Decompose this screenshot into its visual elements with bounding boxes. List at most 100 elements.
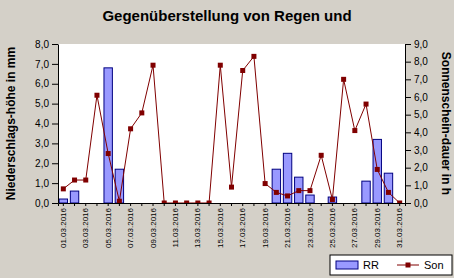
tick-label: 29.03.2016 [373, 207, 382, 248]
axis-line [59, 204, 406, 207]
marker [207, 201, 212, 204]
tick: 0,0 [405, 198, 428, 209]
tick-mark [265, 203, 266, 206]
tick: 17.03.2016 [238, 203, 247, 248]
tick: 1,0 [405, 180, 428, 191]
tick-mark [309, 203, 310, 206]
legend-marker [406, 263, 411, 268]
tick-mark [388, 203, 389, 206]
tick-label: 5,0 [35, 98, 49, 109]
tick: 27.03.2016 [350, 203, 359, 248]
tick: 29.03.2016 [373, 203, 382, 248]
tick-label: 19.03.2016 [261, 207, 270, 248]
bar [250, 203, 258, 204]
tick-mark [343, 203, 344, 206]
tick-mark [405, 62, 411, 63]
tick-label: 9,0 [414, 39, 428, 50]
tick: 7,0 [405, 74, 428, 85]
tick: 09.03.2016 [149, 203, 158, 248]
tick-mark [52, 163, 58, 164]
tick: 9,0 [405, 39, 428, 50]
tick-label: 1,0 [414, 180, 428, 191]
tick-label: 2,0 [35, 158, 49, 169]
tick-mark [197, 203, 198, 206]
tick-label: 11.03.2016 [171, 207, 180, 247]
tick [119, 203, 120, 206]
bar [317, 203, 325, 204]
bar [216, 203, 224, 204]
tick-label: 0,0 [35, 198, 49, 209]
bar [283, 153, 291, 203]
marker [229, 185, 234, 190]
bar [306, 195, 314, 203]
bar [295, 177, 303, 203]
legend-label: RR [363, 259, 379, 271]
tick-mark [52, 143, 58, 144]
marker [83, 178, 88, 183]
bar [126, 203, 134, 204]
tick-label: 3,0 [414, 145, 428, 156]
tick: 31.03.2016 [395, 203, 404, 248]
tick-mark [405, 132, 411, 133]
bar [272, 169, 280, 203]
tick-mark [242, 203, 243, 206]
bar [239, 203, 247, 204]
tick-label: 27.03.2016 [350, 207, 359, 248]
tick: 0,0 [35, 198, 58, 209]
y-axis: 0,01,02,03,04,05,06,07,08,0 [35, 39, 58, 209]
tick-label: 4,0 [35, 118, 49, 129]
tick: 15.03.2016 [216, 203, 225, 248]
tick: 5,0 [405, 109, 428, 120]
tick [164, 203, 165, 206]
tick-label: 17.03.2016 [238, 207, 247, 248]
bar [227, 203, 235, 204]
legend-label: Son [424, 259, 444, 271]
tick-mark [52, 124, 58, 125]
bar [261, 203, 269, 204]
marker [319, 153, 324, 158]
tick: 2,0 [405, 162, 428, 173]
marker [106, 151, 111, 156]
tick-mark [405, 79, 411, 80]
tick-label: 07.03.2016 [126, 207, 135, 248]
y-axis-title: Niederschlags-höhe in mm [4, 47, 18, 200]
tick: 19.03.2016 [261, 203, 270, 248]
tick [388, 203, 389, 206]
tick-label: 13.03.2016 [193, 207, 202, 248]
bar [362, 181, 370, 203]
tick-label: 01.03.2016 [59, 207, 68, 248]
tick: 8,0 [405, 56, 428, 67]
marker [61, 186, 66, 191]
tick-label: 7,0 [35, 59, 49, 70]
tick-label: 8,0 [414, 56, 428, 67]
marker [386, 190, 391, 195]
tick-mark [175, 203, 176, 206]
tick-mark [153, 203, 154, 206]
legend: RR Son [330, 255, 452, 275]
tick-mark [220, 203, 221, 206]
tick-mark [399, 203, 400, 206]
tick-mark [52, 64, 58, 65]
tick-mark [332, 203, 333, 206]
marker [117, 199, 122, 203]
tick-mark [63, 203, 64, 206]
tick-label: 5,0 [414, 109, 428, 120]
tick [343, 203, 344, 206]
tick [276, 203, 277, 206]
tick: 2,0 [35, 158, 58, 169]
bar [104, 68, 112, 203]
tick-label: 6,0 [35, 78, 49, 89]
marker [307, 188, 312, 193]
tick-mark [253, 203, 254, 206]
bar [339, 203, 347, 204]
marker [72, 178, 77, 183]
marker [341, 77, 346, 82]
tick [231, 203, 232, 206]
marker [162, 201, 167, 204]
line [63, 56, 399, 203]
tick [209, 203, 210, 206]
markers [61, 54, 402, 203]
tick: 4,0 [35, 118, 58, 129]
chart: 0,01,02,03,04,05,06,07,08,00,01,02,03,04… [0, 0, 454, 278]
axis-line [405, 45, 406, 204]
